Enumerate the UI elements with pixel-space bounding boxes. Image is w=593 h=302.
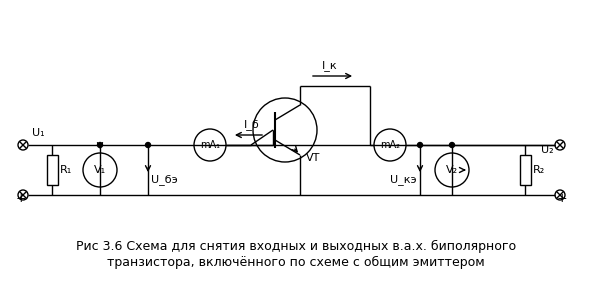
Text: I_к: I_к — [322, 60, 338, 72]
Text: U₁: U₁ — [31, 128, 44, 138]
Circle shape — [449, 143, 454, 147]
Text: U_бэ: U_бэ — [151, 175, 178, 185]
Bar — [47, 155, 58, 185]
Circle shape — [417, 143, 422, 147]
Text: транзистора, включённого по схеме с общим эмиттером: транзистора, включённого по схеме с общи… — [107, 256, 485, 269]
Text: U_кэ: U_кэ — [390, 175, 417, 185]
Text: mA₂: mA₂ — [380, 140, 400, 150]
Text: U₂: U₂ — [541, 145, 553, 155]
Circle shape — [97, 143, 103, 147]
Text: R₂: R₂ — [533, 165, 545, 175]
Text: V₂: V₂ — [446, 165, 458, 175]
Text: I_б: I_б — [244, 120, 260, 130]
Circle shape — [145, 143, 151, 147]
Text: VT: VT — [306, 153, 320, 163]
Text: +: + — [556, 191, 567, 204]
Text: Рис 3.6 Схема для снятия входных и выходных в.а.х. биполярного: Рис 3.6 Схема для снятия входных и выход… — [76, 240, 516, 253]
Text: +: + — [16, 191, 27, 204]
Bar — [520, 155, 531, 185]
Text: mA₁: mA₁ — [200, 140, 220, 150]
Text: R₁: R₁ — [60, 165, 72, 175]
Text: V₁: V₁ — [94, 165, 106, 175]
